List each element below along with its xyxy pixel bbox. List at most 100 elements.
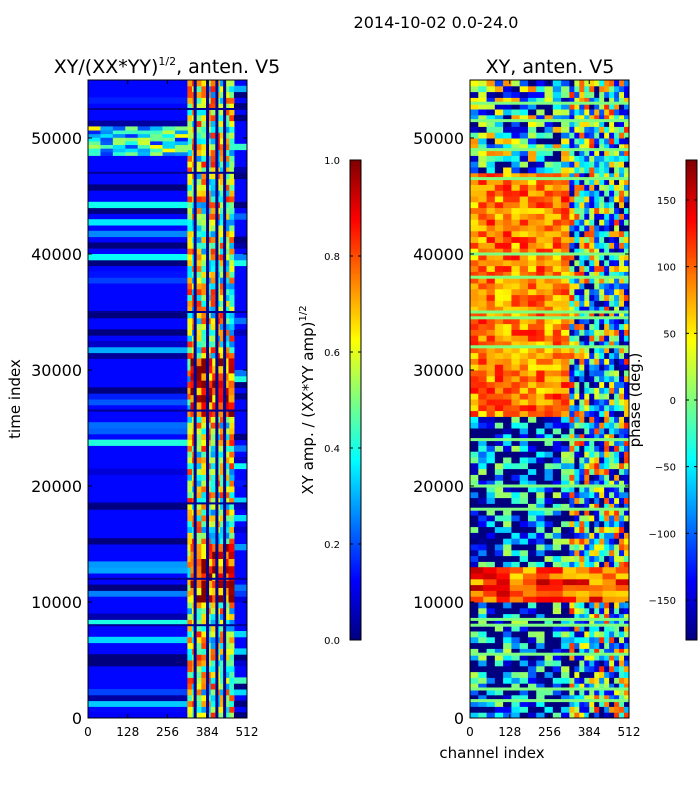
phase-cell: [486, 317, 496, 325]
amplitude-cell: [219, 236, 226, 243]
phase-cell: [486, 671, 496, 678]
phase-cell: [544, 155, 554, 162]
amplitude-cell: [229, 346, 235, 354]
phase-cell: [519, 509, 529, 516]
phase-cell: [511, 91, 521, 98]
amplitude-cell: [219, 341, 226, 348]
phase-cell: [486, 230, 496, 238]
phase-cell: [470, 665, 479, 673]
phase-cell: [604, 85, 610, 93]
amplitude-cell: [187, 665, 193, 673]
amplitude-cell: [196, 457, 202, 464]
phase-cell: [604, 468, 610, 475]
phase-cell: [536, 329, 546, 336]
phase-cell: [470, 422, 479, 429]
phase-cell: [574, 225, 580, 232]
phase-cell: [584, 341, 590, 348]
amplitude-cell: [219, 457, 226, 464]
phase-cell: [494, 515, 504, 522]
phase-cell: [478, 393, 488, 400]
amplitude-cell: [224, 323, 230, 330]
phase-cell: [574, 184, 580, 191]
amplitude-cell: [196, 654, 202, 661]
phase-feature-cell: [576, 590, 590, 597]
phase-cell: [574, 370, 580, 377]
phase-cell: [519, 654, 529, 661]
amplitude-cell: [224, 335, 230, 342]
phase-cell: [486, 120, 496, 127]
amplitude-cell: [201, 149, 207, 156]
phase-cell: [624, 132, 629, 139]
phase-cell: [614, 132, 620, 139]
phase-cell: [511, 474, 521, 481]
phase-cell: [519, 109, 529, 116]
phase-cell: [511, 103, 521, 110]
phase-cell: [552, 509, 562, 516]
amplitude-cell: [201, 138, 207, 145]
phase-cell: [470, 91, 479, 98]
amplitude-cell: [201, 155, 207, 162]
amplitude-feature-cell: [201, 372, 208, 381]
amplitude-cell: [224, 213, 230, 220]
amplitude-cell: [219, 352, 226, 359]
phase-cell: [470, 520, 479, 528]
phase-cell: [609, 196, 615, 203]
phase-cell: [569, 660, 575, 667]
amplitude-feature-cell: [174, 151, 188, 156]
phase-cell: [579, 103, 585, 110]
phase-cell: [614, 683, 620, 690]
phase-cell: [470, 404, 479, 412]
amplitude-cell: [210, 335, 216, 342]
phase-cell: [552, 625, 562, 632]
phase-cell: [599, 346, 605, 354]
phase-cell: [589, 520, 595, 528]
phase-cell: [527, 648, 537, 655]
phase-cell: [614, 219, 620, 226]
amplitude-cell: [201, 132, 207, 139]
amplitude-feature-cell: [228, 558, 235, 567]
phase-cell: [584, 422, 590, 429]
phase-cell: [594, 242, 600, 249]
phase-cell: [519, 138, 529, 145]
phase-cell: [604, 346, 610, 354]
phase-cell: [624, 370, 629, 377]
phase-cell: [594, 132, 600, 139]
phase-cell: [624, 700, 629, 707]
amplitude-cell: [229, 236, 235, 243]
amplitude-cell: [201, 317, 207, 325]
phase-cell: [604, 706, 610, 713]
phase-cell: [619, 271, 625, 278]
amplitude-cell: [224, 155, 230, 162]
phase-cell: [609, 271, 615, 278]
phase-cell: [579, 178, 585, 185]
phase-cell: [579, 132, 585, 139]
phase-cell: [579, 230, 585, 238]
phase-cell: [536, 306, 546, 313]
phase-cell: [584, 561, 590, 568]
phase-cell: [511, 381, 521, 388]
phase-cell: [614, 126, 620, 133]
amplitude-cell: [219, 172, 226, 180]
phase-colorbar-tick-label: −150: [649, 596, 676, 607]
phase-cell: [579, 335, 585, 342]
amplitude-cell: [201, 619, 207, 626]
phase-cell: [503, 219, 512, 226]
phase-cell: [574, 433, 580, 441]
phase-cell: [519, 178, 529, 185]
phase-cell: [619, 544, 625, 551]
amplitude-colorbar-gradient: [349, 159, 362, 641]
phase-cell: [624, 428, 629, 435]
amplitude-cell: [187, 410, 193, 417]
phase-cell: [574, 149, 580, 156]
phase-cell: [544, 196, 554, 203]
amplitude-cell: [229, 259, 235, 267]
amplitude-feature-cell: [195, 580, 202, 588]
phase-cell: [599, 607, 605, 615]
phase-cell: [574, 445, 580, 452]
phase-cell: [511, 97, 521, 104]
phase-cell: [584, 706, 590, 713]
phase-cell: [599, 178, 605, 185]
phase-cell: [544, 143, 554, 151]
phase-cell: [536, 712, 546, 718]
phase-cell: [614, 178, 620, 185]
